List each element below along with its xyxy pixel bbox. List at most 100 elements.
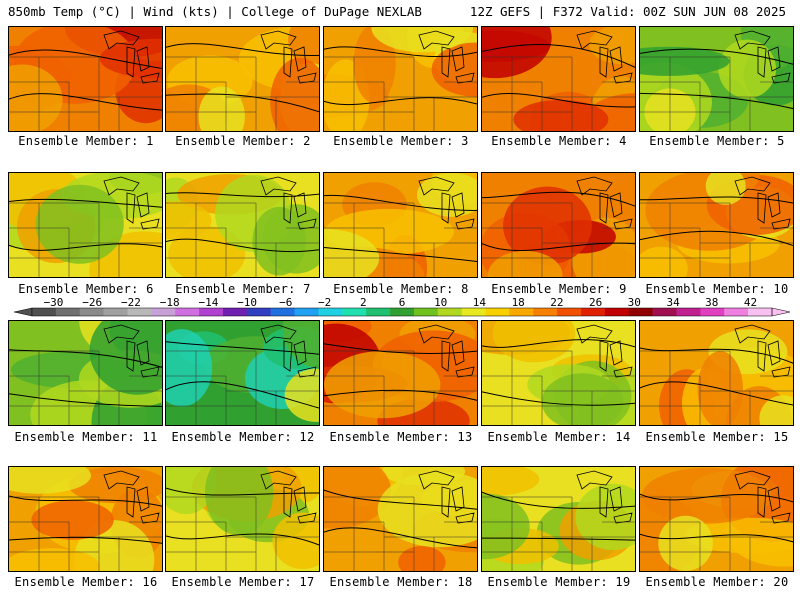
ensemble-panel-13 bbox=[323, 320, 478, 426]
colorbar-swatch bbox=[509, 308, 534, 316]
temperature-colorbar: −30 −26 −22 −18 −14 −10 −6 −2 2 6 10 14 18 22 26 30 34 38… bbox=[14, 296, 790, 317]
ensemble-panel-18 bbox=[323, 466, 478, 572]
ensemble-member-label: Ensemble Member: 6 bbox=[18, 282, 154, 296]
colorbar-swatch bbox=[366, 308, 391, 316]
ensemble-panel-20 bbox=[639, 466, 794, 572]
colorbar-swatch bbox=[461, 308, 486, 316]
ensemble-panel-5 bbox=[639, 26, 794, 132]
ensemble-member-label: Ensemble Member: 13 bbox=[329, 430, 473, 444]
ensemble-member-label: Ensemble Member: 16 bbox=[14, 575, 158, 589]
ensemble-panel-14 bbox=[481, 320, 636, 426]
colorbar-swatch bbox=[533, 308, 558, 316]
colorbar-tick-label: 34 bbox=[666, 296, 680, 309]
ensemble-member-label: Ensemble Member: 3 bbox=[333, 134, 469, 148]
colorbar-swatch bbox=[437, 308, 462, 316]
ensemble-member-label: Ensemble Member: 7 bbox=[175, 282, 311, 296]
colorbar-swatch bbox=[222, 308, 248, 316]
ensemble-member-label: Ensemble Member: 15 bbox=[645, 430, 789, 444]
colorbar-swatch bbox=[724, 308, 749, 316]
temperature-map-19 bbox=[482, 467, 635, 571]
colorbar-tick-label: 10 bbox=[434, 296, 447, 309]
colorbar-tick-label: 22 bbox=[550, 296, 563, 309]
temperature-map-20 bbox=[640, 467, 793, 571]
colorbar-swatch bbox=[103, 308, 128, 316]
temperature-map-1 bbox=[9, 27, 162, 131]
colorbar-swatch bbox=[390, 308, 415, 316]
colorbar-tick-label: 30 bbox=[628, 296, 641, 309]
ensemble-panel-10 bbox=[639, 172, 794, 278]
colorbar-tick-label: 26 bbox=[589, 296, 602, 309]
temperature-map-3 bbox=[324, 27, 477, 131]
ensemble-member-label: Ensemble Member: 14 bbox=[487, 430, 631, 444]
ensemble-panel-16 bbox=[8, 466, 163, 572]
ensemble-panel-11 bbox=[8, 320, 163, 426]
temperature-map-16 bbox=[9, 467, 162, 571]
colorbar-swatch bbox=[748, 308, 773, 316]
ensemble-panel-1 bbox=[8, 26, 163, 132]
ensemble-panel-9 bbox=[481, 172, 636, 278]
colorbar-swatch bbox=[700, 308, 725, 316]
colorbar-swatch bbox=[628, 308, 653, 316]
temperature-map-12 bbox=[166, 321, 319, 425]
colorbar-tick-label: −18 bbox=[160, 296, 180, 309]
ensemble-member-label: Ensemble Member: 4 bbox=[491, 134, 627, 148]
colorbar-tick-label: −10 bbox=[237, 296, 257, 309]
ensemble-member-label: Ensemble Member: 8 bbox=[333, 282, 469, 296]
temperature-map-9 bbox=[482, 173, 635, 277]
ensemble-panel-2 bbox=[165, 26, 320, 132]
colorbar-swatch bbox=[151, 308, 176, 316]
temperature-map-6 bbox=[9, 173, 162, 277]
temperature-map-4 bbox=[482, 27, 635, 131]
ensemble-member-label: Ensemble Member: 5 bbox=[649, 134, 785, 148]
ensemble-member-label: Ensemble Member: 12 bbox=[171, 430, 315, 444]
ensemble-member-label: Ensemble Member: 11 bbox=[14, 430, 158, 444]
map-title: 850mb Temp (°C) | Wind (kts) | College o… bbox=[8, 4, 422, 19]
colorbar-swatch bbox=[318, 308, 343, 316]
colorbar-swatch bbox=[342, 308, 367, 316]
colorbar-tick-label: 38 bbox=[705, 296, 718, 309]
ensemble-member-label: Ensemble Member: 1 bbox=[18, 134, 154, 148]
colorbar-swatch bbox=[270, 308, 295, 316]
ensemble-member-label: Ensemble Member: 18 bbox=[329, 575, 473, 589]
ensemble-member-label: Ensemble Member: 2 bbox=[175, 134, 311, 148]
colorbar-tick-label: 6 bbox=[399, 296, 406, 309]
colorbar-tick-label: −26 bbox=[82, 296, 102, 309]
ensemble-member-label: Ensemble Member: 19 bbox=[487, 575, 631, 589]
ensemble-panel-6 bbox=[8, 172, 163, 278]
colorbar-swatch bbox=[413, 308, 439, 316]
ensemble-panel-8 bbox=[323, 172, 478, 278]
colorbar-tick-label: −6 bbox=[279, 296, 292, 309]
colorbar-swatch bbox=[79, 308, 104, 316]
colorbar-swatch bbox=[55, 308, 81, 316]
ensemble-panel-19 bbox=[481, 466, 636, 572]
ensemble-member-label: Ensemble Member: 10 bbox=[645, 282, 789, 296]
ensemble-panel-4 bbox=[481, 26, 636, 132]
temperature-map-7 bbox=[166, 173, 319, 277]
run-valid-time: 12Z GEFS | F372 Valid: 00Z SUN JUN 08 20… bbox=[469, 4, 786, 19]
ensemble-panel-17 bbox=[165, 466, 320, 572]
ensemble-panel-7 bbox=[165, 172, 320, 278]
colorbar-tick-label: 42 bbox=[744, 296, 757, 309]
colorbar-tick-label: 2 bbox=[360, 296, 367, 309]
colorbar-tick-label: 14 bbox=[473, 296, 487, 309]
ensemble-panel-15 bbox=[639, 320, 794, 426]
ensemble-member-label: Ensemble Member: 20 bbox=[645, 575, 789, 589]
colorbar-swatch bbox=[581, 308, 606, 316]
ensemble-member-label: Ensemble Member: 9 bbox=[491, 282, 627, 296]
temperature-map-8 bbox=[324, 173, 477, 277]
colorbar-swatch bbox=[604, 308, 630, 316]
colorbar-swatch bbox=[175, 308, 200, 316]
colorbar-swatch bbox=[676, 308, 701, 316]
colorbar-swatch bbox=[485, 308, 510, 316]
colorbar-tick-label: 18 bbox=[512, 296, 525, 309]
temperature-map-17 bbox=[166, 467, 319, 571]
colorbar-tick-label: −22 bbox=[121, 296, 141, 309]
ensemble-member-label: Ensemble Member: 17 bbox=[171, 575, 315, 589]
colorbar-tick-label: −2 bbox=[318, 296, 331, 309]
temperature-map-14 bbox=[482, 321, 635, 425]
temperature-map-13 bbox=[324, 321, 477, 425]
temperature-map-11 bbox=[9, 321, 162, 425]
colorbar-swatch bbox=[557, 308, 582, 316]
colorbar-left-arrow bbox=[14, 307, 33, 317]
colorbar-swatch bbox=[246, 308, 272, 316]
